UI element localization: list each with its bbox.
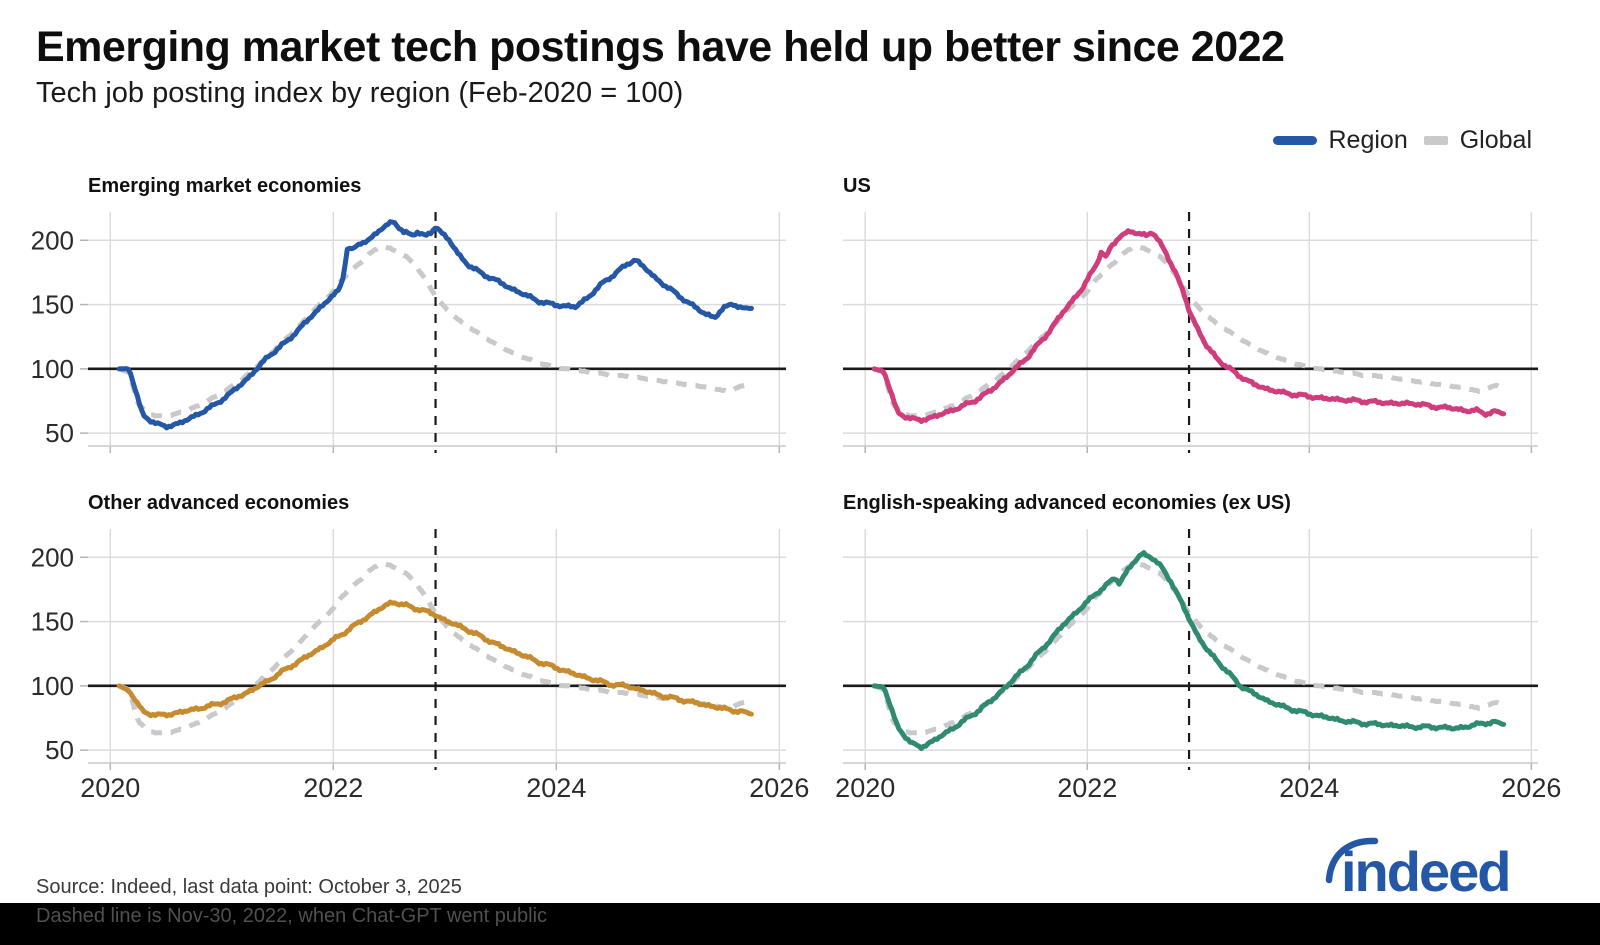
svg-text:50: 50: [45, 735, 74, 765]
chart-english-speaking-advanced: 2020 2022 2024 2026: [835, 529, 1561, 803]
footnote-text: Dashed line is Nov-30, 2022, when Chat-G…: [36, 905, 548, 927]
panel-title-other-advanced: Other advanced economies: [88, 492, 350, 515]
svg-text:2020: 2020: [835, 773, 895, 803]
svg-text:2022: 2022: [303, 773, 363, 803]
svg-text:150: 150: [31, 607, 74, 637]
svg-text:100: 100: [31, 354, 74, 384]
legend-item-region: Region: [1272, 126, 1408, 155]
panel-other-advanced-economies: Other advanced economies 50 100 150 200 2020…: [31, 492, 810, 813]
chart-grid: Emerging market economies 50 100 150 200 US…: [31, 175, 1600, 813]
global-line-swatch-icon: [1423, 136, 1448, 146]
chart-us: [843, 212, 1538, 454]
page-subtitle: Tech job posting index by region (Feb-20…: [36, 77, 684, 110]
svg-text:150: 150: [31, 290, 74, 320]
panel-title-us: US: [843, 175, 871, 198]
region-line-swatch-icon: [1272, 136, 1317, 146]
legend-region-label: Region: [1328, 126, 1408, 155]
svg-text:50: 50: [45, 418, 74, 448]
header: Emerging market tech postings have held …: [0, 0, 1600, 155]
svg-text:2024: 2024: [1279, 773, 1339, 803]
chart-emerging-market-economies: 50 100 150 200: [31, 212, 786, 454]
source-note: Source: Indeed, last data point: October…: [36, 876, 462, 898]
chart-legend: Region Global: [36, 126, 1532, 155]
panel-us: US: [840, 175, 1540, 456]
legend-item-global: Global: [1423, 126, 1532, 155]
svg-text:100: 100: [31, 671, 74, 701]
panel-emerging-market-economies: Emerging market economies 50 100 150 200: [31, 175, 788, 456]
panel-title-emerging: Emerging market economies: [88, 175, 362, 198]
svg-text:2024: 2024: [526, 773, 586, 803]
logo-swoosh-icon: [1325, 837, 1379, 884]
svg-text:2022: 2022: [1057, 773, 1117, 803]
panel-english-speaking-advanced: English-speaking advanced economies (ex …: [835, 492, 1561, 813]
legend-global-label: Global: [1459, 126, 1532, 155]
logo-wordmark: indeed: [1341, 840, 1509, 896]
indeed-logo: indeed: [1323, 834, 1548, 903]
chart-other-advanced-economies: 50 100 150 200 2020 2022 2024 2026: [31, 529, 809, 803]
svg-text:2020: 2020: [80, 773, 140, 803]
page-title: Emerging market tech postings have held …: [36, 23, 1285, 71]
svg-text:200: 200: [31, 226, 74, 256]
svg-text:200: 200: [31, 543, 74, 573]
panel-title-english-speaking: English-speaking advanced economies (ex …: [843, 492, 1291, 515]
indeed-logo-graphic: indeed: [1325, 837, 1511, 903]
svg-text:2026: 2026: [1501, 773, 1561, 803]
svg-text:2026: 2026: [749, 773, 809, 803]
bottom-bar: Dashed line is Nov-30, 2022, when Chat-G…: [0, 903, 1600, 945]
